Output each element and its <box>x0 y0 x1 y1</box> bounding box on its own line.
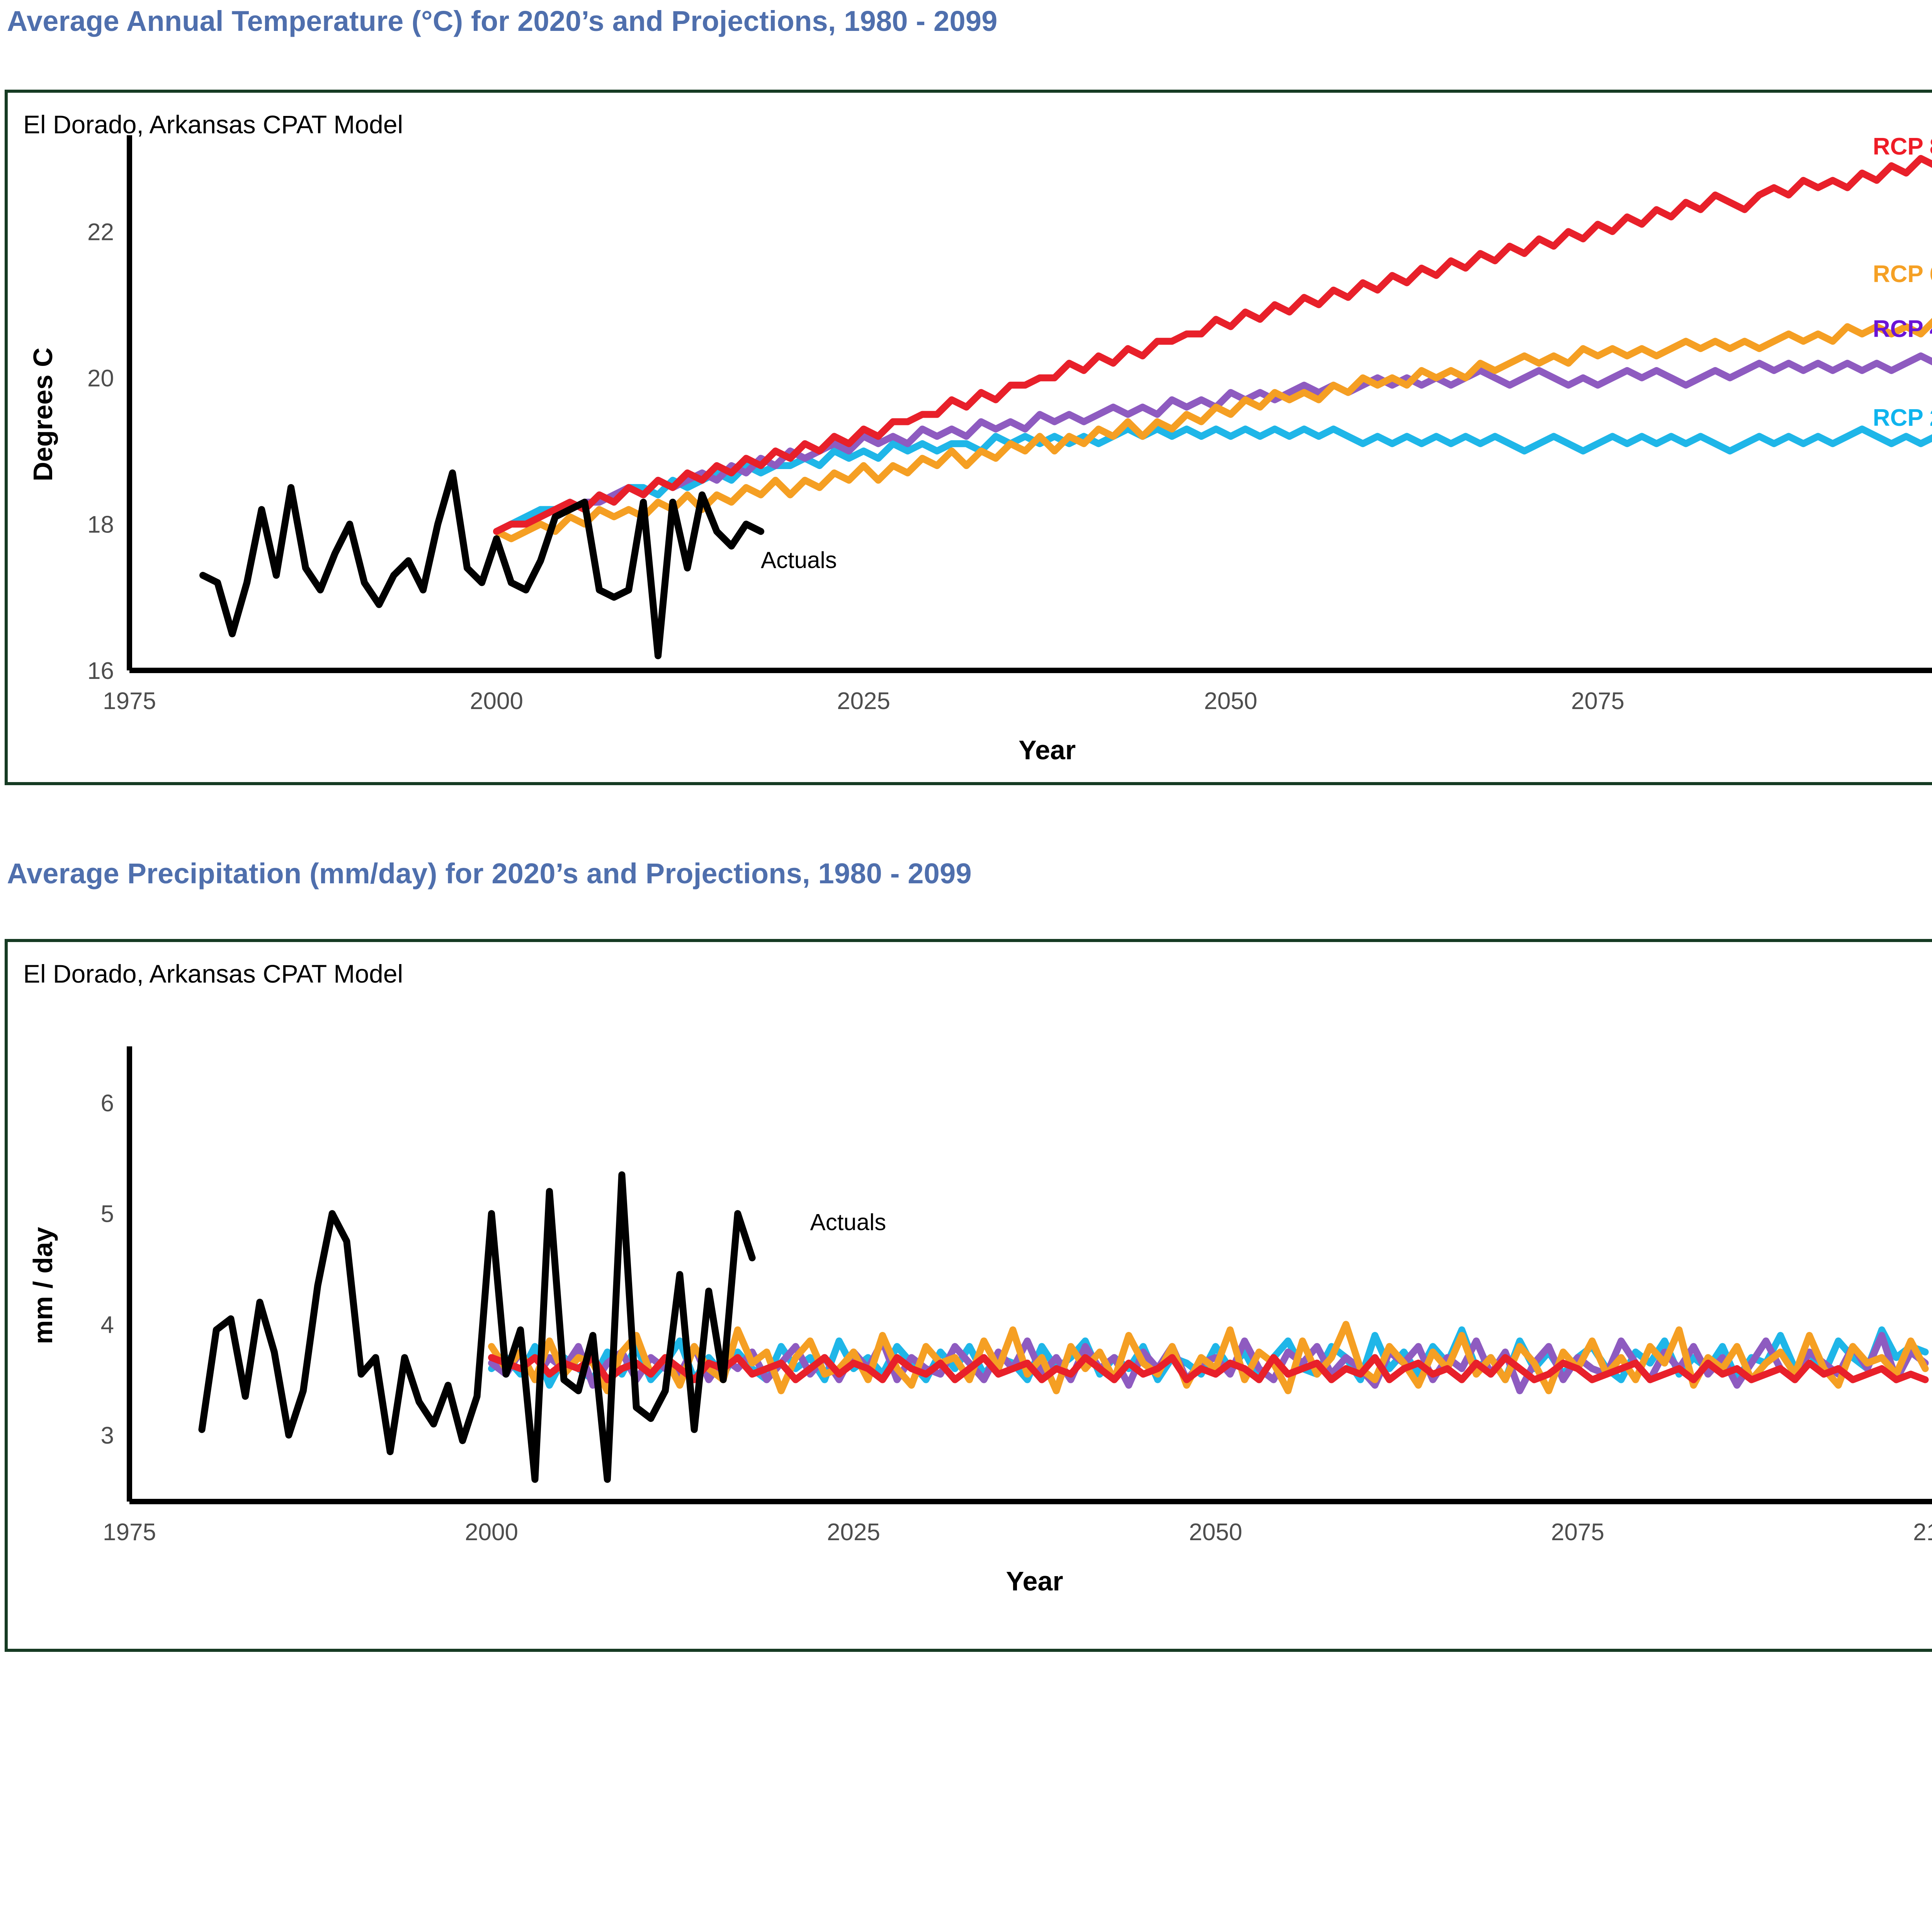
x-tick-label: 2075 <box>1551 1519 1604 1546</box>
series-line-rcp85 <box>488 1354 1929 1383</box>
temperature-plot: 16182022197520002025205020752100Degrees … <box>8 93 1932 782</box>
precipitation-chart-panel: El Dorado, Arkansas CPAT Model 3 4 5 6 1975 2… <box>5 939 1932 1652</box>
series-line-rcp60 <box>493 318 1932 543</box>
legend-label-rcp45[interactable]: RCP 4.5 <box>1873 316 1932 342</box>
x-tick-label: 2025 <box>837 688 890 714</box>
y-tick-label: 5 <box>101 1201 114 1228</box>
x-tick-label: 1975 <box>103 1519 156 1546</box>
x-tick-label: 2000 <box>470 688 523 714</box>
temperature-chart-panel: El Dorado, Arkansas CPAT Model 16 18 20 22 1… <box>5 90 1932 785</box>
precipitation-panel-caption: El Dorado, Arkansas CPAT Model <box>23 959 403 988</box>
legend-label-rcp60[interactable]: RCP 6.0 <box>1873 261 1932 287</box>
y-tick-label: 20 <box>87 365 114 392</box>
y-axis-title: mm / day <box>28 1227 58 1344</box>
x-axis-title: Year <box>1019 735 1076 765</box>
x-tick-label: 2025 <box>827 1519 880 1546</box>
precipitation-plot: 3 4 5 6 1975 2000 2025 2050 2075 2100 mm / day Year… <box>8 942 1932 1649</box>
x-tick-label: 1975 <box>103 688 156 714</box>
actuals-annotation: Actuals <box>810 1209 886 1235</box>
series-line-actuals <box>198 1171 756 1483</box>
y-tick-label: 16 <box>87 658 114 684</box>
y-tick-label: 18 <box>87 511 114 538</box>
temperature-svg: 16182022197520002025205020752100Degrees … <box>28 133 1932 765</box>
temperature-panel-caption: El Dorado, Arkansas CPAT Model <box>23 110 403 139</box>
temperature-chart-title: Average Annual Temperature (°C) for 2020… <box>7 5 998 37</box>
legend-label-rcp26[interactable]: RCP 2.6 <box>1873 405 1932 431</box>
y-tick-label: 6 <box>101 1090 114 1117</box>
x-tick-label: 2050 <box>1204 688 1257 714</box>
series-line-actuals <box>199 469 764 660</box>
actuals-annotation: Actuals <box>761 547 837 573</box>
x-tick-label: 2100 <box>1913 1519 1932 1546</box>
y-tick-label: 22 <box>87 219 114 245</box>
precipitation-svg: 3 4 5 6 1975 2000 2025 2050 2075 2100 mm / day Year… <box>28 1046 1932 1596</box>
legend-label-rcp85[interactable]: RCP 8.5 <box>1873 133 1932 160</box>
x-tick-label: 2050 <box>1189 1519 1242 1546</box>
series-line-rcp60 <box>488 1321 1929 1395</box>
y-tick-label: 4 <box>101 1311 114 1338</box>
x-tick-label: 2000 <box>465 1519 518 1546</box>
x-tick-label: 2075 <box>1571 688 1624 714</box>
precipitation-chart-title: Average Precipitation (mm/day) for 2020’… <box>7 857 972 889</box>
series-line-rcp85 <box>493 155 1932 535</box>
y-tick-label: 3 <box>101 1422 114 1449</box>
y-axis-title: Degrees C <box>28 347 58 481</box>
x-axis-title: Year <box>1006 1566 1063 1596</box>
